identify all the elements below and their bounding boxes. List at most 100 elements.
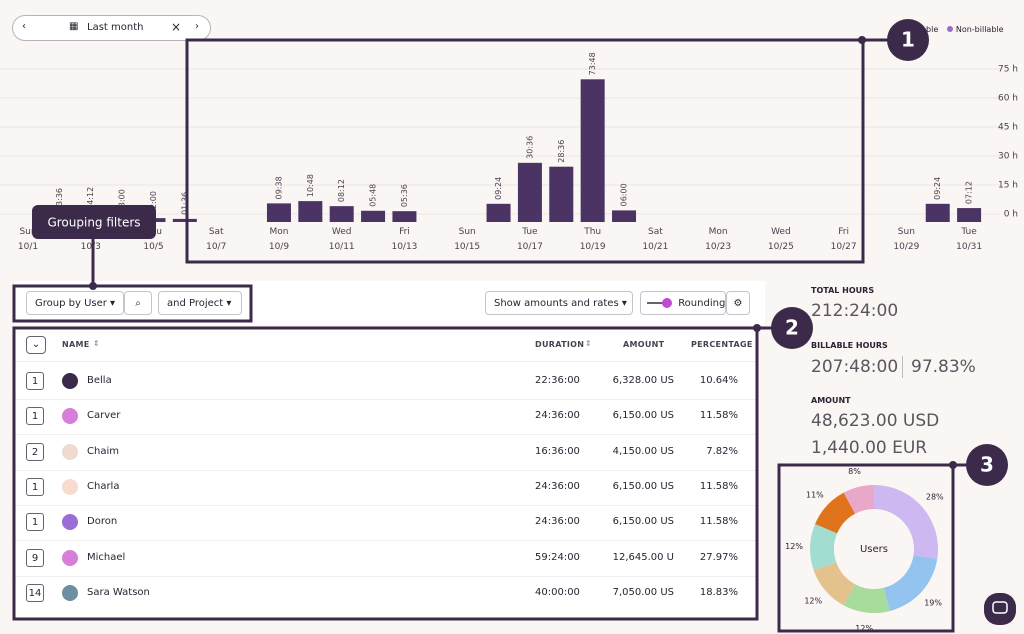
percentage: 11.58% — [699, 480, 738, 492]
total-hours: 212:24:00 — [811, 301, 899, 321]
bar-label: 04:12 — [86, 187, 95, 210]
date-filter[interactable]: ‹ ▦ Last month × › — [12, 15, 211, 41]
x-tick-label: 10/1 — [18, 242, 38, 252]
prev-icon[interactable]: ‹ — [22, 21, 26, 32]
row-count: 2 — [26, 442, 44, 461]
x-tick-weekday: Tue — [521, 227, 538, 237]
table: ⌄ NAME ⇕ DURATION ⇕ AMOUNT PERCENTAGE 1 Bella 22… — [14, 328, 757, 619]
percentage: 18.83% — [699, 586, 738, 598]
bar — [172, 218, 197, 222]
donut-slice — [813, 562, 856, 606]
connector-dot — [949, 461, 957, 469]
bar — [580, 79, 605, 222]
bar — [392, 211, 417, 222]
bar-label: 01:36 — [180, 192, 189, 215]
x-tick-label: 10/27 — [831, 242, 857, 252]
amount: 12,645.00 U — [612, 551, 674, 563]
billable-percent: 97.83% — [911, 357, 976, 377]
row-rule — [14, 504, 757, 506]
amount: 4,150.00 US — [612, 445, 674, 457]
column-header: NAME — [62, 340, 90, 349]
date-label: Last month — [87, 22, 144, 33]
x-tick-weekday: Sat — [648, 227, 663, 237]
avatar — [62, 478, 78, 495]
bar — [329, 206, 354, 222]
bar-label: 07:12 — [965, 181, 974, 204]
then-by-label: and Project — [167, 298, 224, 309]
bar-chart: 0 h 15 h 30 h 45 h 60 h 75 h Sun 10/1 03:36 Tue 10… — [0, 52, 1018, 252]
x-tick-weekday: Fri — [838, 227, 849, 237]
clear-icon[interactable]: × — [171, 20, 182, 34]
slice-label: 19% — [924, 598, 942, 607]
bar — [549, 166, 574, 222]
connector-dot — [753, 324, 761, 332]
then-by-select[interactable]: and Project ▾ — [158, 291, 242, 315]
row-rule — [14, 434, 757, 436]
callout-box-2 — [12, 326, 759, 621]
toggle-track — [647, 298, 672, 308]
next-icon[interactable]: › — [195, 21, 199, 32]
bar — [925, 203, 950, 222]
x-tick-label: 10/15 — [454, 242, 480, 252]
chat-button[interactable] — [984, 593, 1016, 625]
slice-label: 12% — [804, 597, 822, 606]
amount: 6,150.00 US — [612, 516, 674, 528]
duration: 59:24:00 — [535, 551, 580, 563]
x-tick-weekday: Sun — [459, 227, 476, 237]
legend-non-billable: Non-billable — [946, 25, 1004, 34]
row-rule — [14, 469, 757, 471]
x-tick-label: 10/17 — [517, 242, 543, 252]
settings-button[interactable]: ⚙ — [726, 291, 750, 315]
x-tick-weekday: Sun — [898, 227, 915, 237]
group-by-select[interactable]: Group by User ▾ — [26, 291, 124, 315]
avatar — [62, 514, 78, 531]
tooltip-text: Grouping filters — [47, 216, 140, 230]
y-tick-label: 30 h — [998, 152, 1018, 162]
donut-slice — [874, 485, 938, 559]
rounding-toggle[interactable]: Rounding — [640, 291, 726, 315]
duration: 24:36:00 — [535, 480, 580, 492]
amount-usd: 48,623.00 USD — [811, 411, 940, 431]
callout-box-3 — [777, 463, 955, 633]
donut-slice — [810, 524, 838, 571]
search-button[interactable]: ⌕ — [124, 291, 152, 315]
callout-number: 3 — [980, 453, 994, 477]
bar — [957, 208, 982, 222]
user-name: Chaim — [87, 445, 119, 457]
bar-label: 08:12 — [337, 179, 346, 202]
donut-slice — [843, 485, 874, 514]
bar-label: 03:00 — [118, 189, 127, 212]
y-tick-label: 0 h — [1004, 210, 1018, 220]
amount-label: AMOUNT — [811, 396, 851, 405]
bar — [517, 162, 542, 222]
x-tick-weekday: Wed — [771, 227, 791, 237]
amount: 6,150.00 US — [612, 480, 674, 492]
filter-box — [12, 284, 253, 323]
legend-label: Non-billable — [955, 25, 1004, 34]
donut-slice — [843, 584, 890, 613]
x-tick-label: 10/3 — [81, 242, 101, 252]
duration: 24:36:00 — [535, 410, 580, 422]
donut-chart: 28% 19% 12% 12% 12% 11% 8% Users — [785, 467, 944, 633]
x-tick-label: 10/5 — [143, 242, 163, 252]
y-tick-label: 15 h — [998, 181, 1018, 191]
row-count: 1 — [26, 513, 44, 532]
avatar — [62, 584, 78, 601]
billable-hours: 207:48:00 — [811, 357, 899, 377]
row-count: 1 — [26, 477, 44, 496]
x-tick-label: 10/7 — [206, 242, 226, 252]
sort-icon: ⇕ — [585, 339, 593, 348]
amount: 6,328.00 US — [612, 375, 674, 386]
bar — [266, 203, 291, 222]
x-tick-label: 10/19 — [580, 242, 606, 252]
show-select[interactable]: Show amounts and rates ▾ — [485, 291, 633, 315]
x-tick-weekday: Sat — [209, 227, 224, 237]
bar-label: 09:24 — [494, 177, 503, 200]
user-name: Bella — [87, 375, 112, 386]
expand-all[interactable]: ⌄ — [26, 336, 46, 354]
billable-label: BILLABLE HOURS — [811, 341, 888, 350]
duration: 22:36:00 — [535, 375, 580, 386]
amount: 7,050.00 US — [612, 586, 674, 598]
